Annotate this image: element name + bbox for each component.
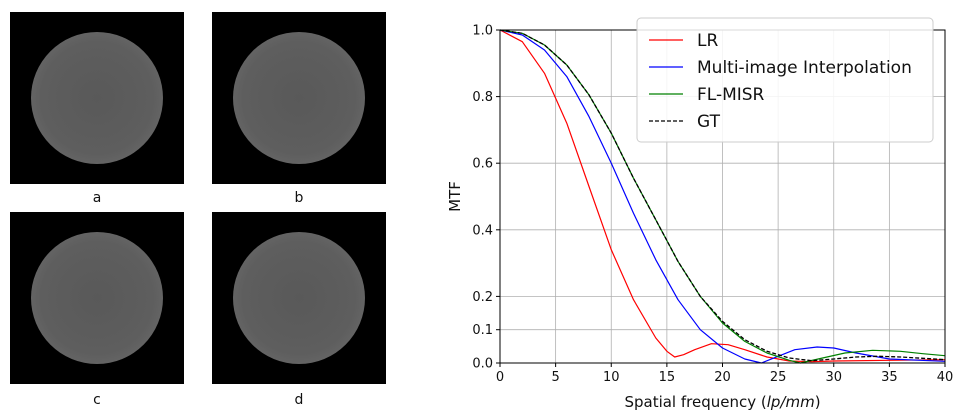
panel-label-b: b	[294, 190, 304, 206]
y-tick-label: 1.0	[472, 24, 493, 39]
series-line-gt	[499, 29, 946, 362]
y-tick-label: 0.0	[472, 357, 493, 372]
legend-entry: Multi-image Interpolation	[697, 58, 912, 78]
series-line-multi-image-interpolation	[499, 29, 946, 364]
ticks: 0 5 10 15 20 25 30 35 40 0.0 0.1 0.2 0.4 0.6 0.8 1.0	[472, 24, 953, 386]
x-axis-label-unit: lp/mm	[767, 393, 815, 411]
y-tick-label: 0.6	[472, 157, 493, 172]
y-tick-label: 0.8	[472, 90, 493, 105]
series-layer	[499, 29, 946, 364]
y-tick-label: 0.2	[472, 290, 493, 305]
legend: LR Multi-image Interpolation FL-MISR GT	[636, 17, 934, 143]
x-tick-label: 35	[881, 370, 898, 385]
mtf-chart: 0 5 10 15 20 25 30 35 40 0.0 0.1 0.2 0.4 0.6 0.8 1.0 MT…	[446, 17, 953, 411]
y-tick-label: 0.4	[472, 223, 493, 238]
disc	[233, 232, 365, 364]
panel-label-c: c	[93, 392, 101, 408]
x-axis-label-prefix: Spatial frequency (	[624, 393, 766, 411]
x-tick-label: 30	[825, 370, 842, 385]
x-tick-label: 25	[770, 370, 787, 385]
y-axis-label: MTF	[446, 181, 464, 212]
x-axis-label: Spatial frequency (lp/mm)	[624, 393, 820, 411]
legend-entry: FL-MISR	[697, 85, 765, 105]
legend-box	[636, 17, 934, 143]
image-panel-b	[212, 12, 386, 184]
x-tick-label: 20	[714, 370, 731, 385]
panel-label-d: d	[294, 392, 304, 408]
image-panel-a	[10, 12, 184, 184]
disc	[31, 232, 163, 364]
x-tick-label: 0	[496, 370, 504, 385]
x-axis-label-suffix: )	[815, 393, 821, 411]
series-line-lr	[499, 29, 946, 363]
x-tick-label: 15	[659, 370, 676, 385]
x-tick-label: 5	[551, 370, 559, 385]
x-tick-label: 10	[603, 370, 620, 385]
panel-label-a: a	[92, 190, 102, 206]
image-panel-d	[212, 212, 386, 384]
legend-entry: LR	[697, 31, 718, 51]
disc	[233, 32, 365, 164]
y-tick-label: 0.1	[472, 323, 493, 338]
image-panel-c	[10, 212, 184, 384]
legend-entry: GT	[697, 112, 721, 132]
x-tick-label: 40	[937, 370, 954, 385]
disc	[31, 32, 163, 164]
